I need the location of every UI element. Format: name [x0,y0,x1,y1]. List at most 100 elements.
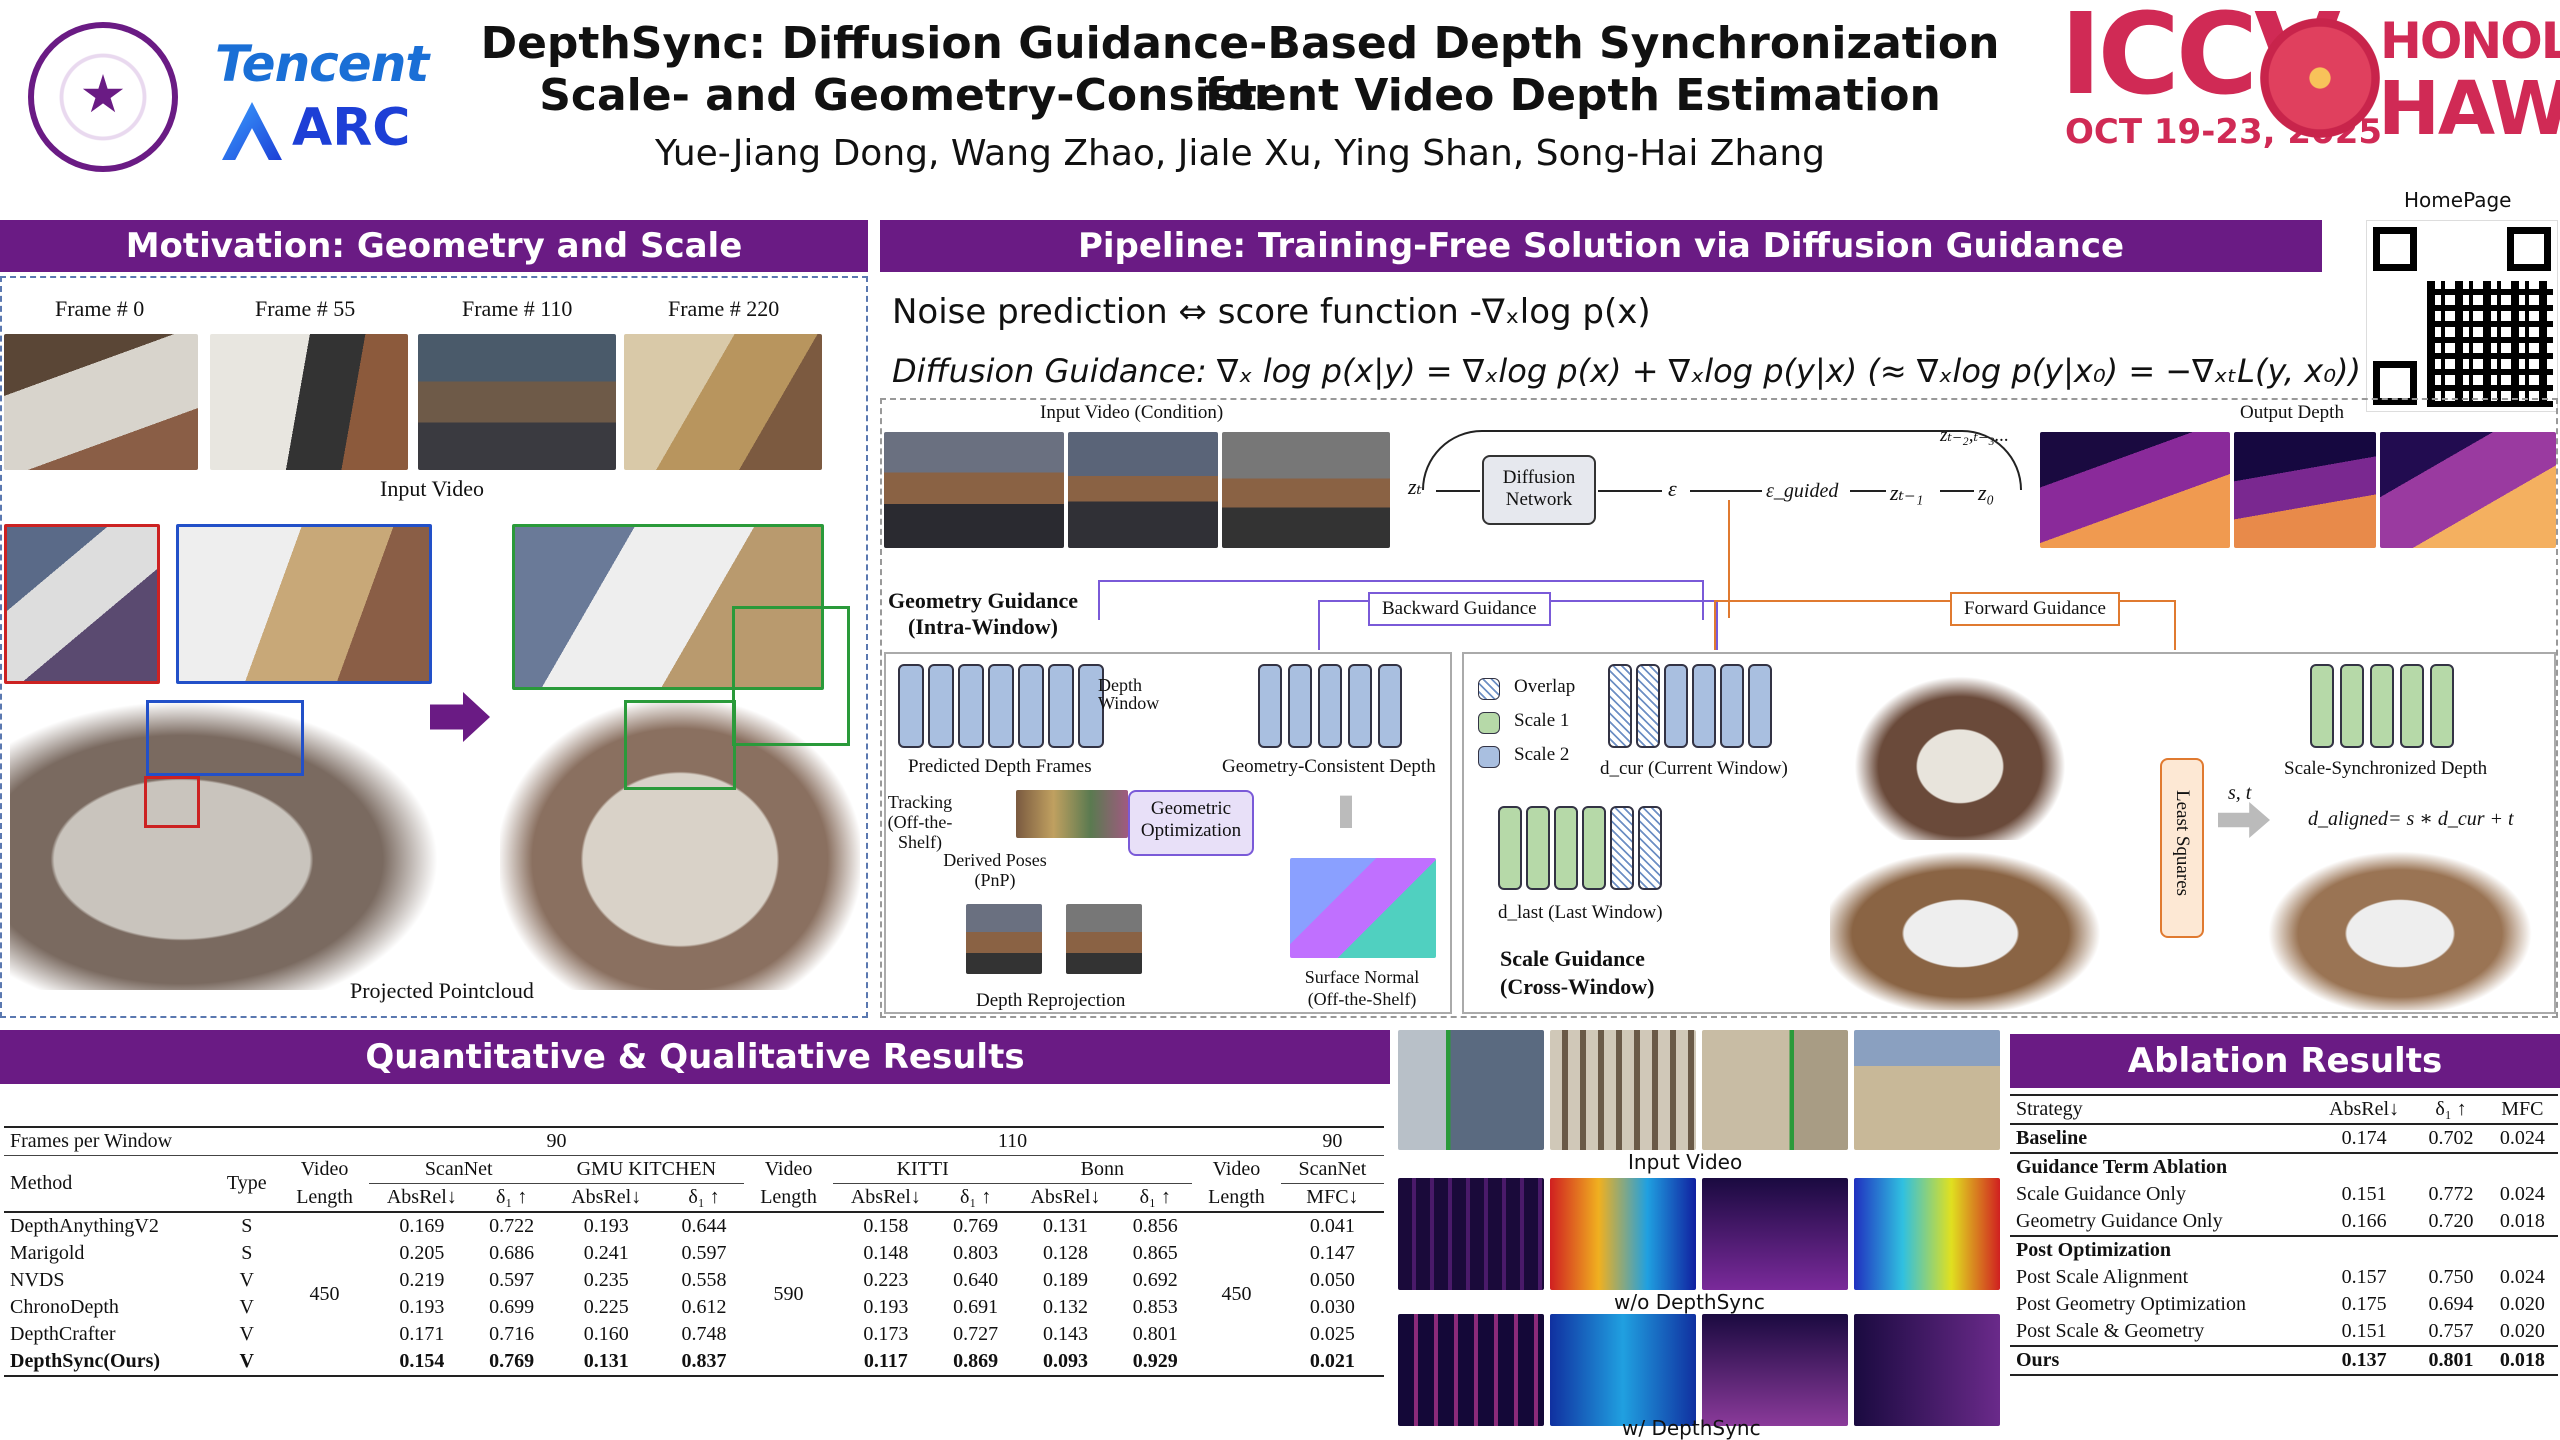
scannet2-header: ScanNet [1280,1155,1384,1184]
qual-w-1 [1398,1314,1544,1426]
homepage-label: HomePage [2404,188,2512,212]
condition-frame-1 [884,432,1064,548]
scale1-legend: Scale 1 [1514,710,1570,731]
abl-absrel-header: AbsRel↓ [2329,1098,2400,1120]
fpw-90b: 90 [1322,1130,1343,1152]
output-depth-2 [2234,432,2376,548]
baseline-row: Baseline 0.174 0.702 0.024 [2010,1124,2558,1153]
scale-pointcloud-current [1840,664,2080,850]
geometry-panel [884,652,1452,1014]
flow-arrow-3 [1690,490,1762,492]
length-590: 590 [773,1282,804,1305]
flow-arrow-1 [1436,490,1480,492]
abl-delta-header: δ₁ ↑ [2435,1098,2467,1120]
input-video-condition-label: Input Video (Condition) [1040,402,1224,423]
zoom-crop-red [4,524,160,684]
poster-title-line2: Scale- and Geometry-Consistent Video Dep… [539,70,1941,121]
qual-input-1 [1398,1030,1544,1150]
frame-label-55: Frame # 55 [255,296,356,321]
output-depth-3 [2380,432,2556,548]
motivation-panel [0,276,868,1018]
gmu-delta: δ₁ ↑ [688,1186,720,1208]
scale-synced-label: Scale-Synchronized Depth [2284,758,2488,779]
eq-diffusion-guidance: Diffusion Guidance: ∇ₓ log p(x|y) = ∇ₓlo… [892,352,2361,390]
fpw-header: Frames per Window [10,1130,173,1152]
length-450: 450 [309,1282,340,1305]
scale-pointcloud-last [1830,840,2120,1010]
forward-orange-line [1714,600,2176,650]
condition-frame-2 [1068,432,1218,548]
homepage-qr-code[interactable] [2366,220,2558,412]
frame-label-220: Frame # 220 [668,296,780,321]
ours-row: Ours 0.137 0.801 0.018 [2010,1346,2558,1375]
daligned-label: d_aligned= s ∗ d_cur + t [2308,808,2514,830]
qual-input-4 [1854,1030,2000,1150]
arc-logo: ARC [292,98,411,158]
tencent-logo: Tencent [215,35,429,93]
bonn-absrel: AbsRel↓ [1030,1186,1101,1208]
input-frame-55 [210,334,408,470]
bonn-delta: δ₁ ↑ [1139,1186,1171,1208]
fpw-110: 110 [997,1130,1028,1152]
scale-guidance-title: Scale Guidance [1500,946,1645,971]
authors: Yue-Jiang Dong, Wang Zhao, Jiale Xu, Yin… [654,133,1826,174]
forward-orange-line-2 [1728,500,1730,618]
fpw-90: 90 [546,1130,567,1152]
ablation-table: Strategy AbsRel↓ δ₁ ↑ MFC Baseline 0.174… [2010,1094,2558,1376]
output-depth-label: Output Depth [2240,402,2344,423]
green-box-2 [732,606,850,746]
bonn-header: Bonn [1012,1155,1193,1184]
qual-input-2 [1550,1030,1696,1150]
arc-logo-icon [222,102,282,160]
scale1-legend-swatch [1478,712,1500,734]
table-row: Marigold S 0.205 0.686 0.241 0.597 0.148 0.80… [10,1242,1355,1264]
pipeline-header: Pipeline: Training-Free Solution via Dif… [880,220,2322,272]
zoom-crop-blue [176,524,432,684]
green-box-1 [624,700,736,790]
tsinghua-logo [28,22,178,172]
section-post-optimization: Post Optimization [2016,1239,2171,1261]
qual-w-3 [1702,1314,1848,1426]
video-header-2: Video [764,1158,813,1181]
scale-synced-pointcloud [2250,840,2550,1010]
section-guidance-ablation: Guidance Term Ablation [2016,1156,2228,1178]
tracking-label: Tracking (Off-the-Shelf) [887,792,953,852]
least-squares-label: Least Squares [2172,789,2193,897]
scale-synced-window [2310,664,2490,750]
scannet-header: ScanNet [368,1155,549,1184]
poster-title-line1: DepthSync: Diffusion Guidance-Based Dept… [480,18,2000,120]
zt-label: zₜ [1408,474,1422,499]
geo-output-arrow-icon [1340,795,1352,828]
qual-wo-1 [1398,1178,1544,1290]
pipeline-diagram-frame [880,398,2558,1018]
least-squares-block [2160,758,2204,938]
table-row: Post Scale & Geometry 0.151 0.757 0.020 [2010,1318,2558,1346]
length-header-2: Length [760,1185,817,1208]
eq-noise-prediction: Noise prediction ⇔ score function -∇ₓlog… [892,292,1651,332]
dlast-label: d_last (Last Window) [1498,902,1663,923]
depth-window [898,664,1170,750]
overlap-legend-swatch [1478,678,1500,700]
results-header: Quantitative & Qualitative Results [0,1030,1390,1084]
qual-wo-3 [1702,1178,1848,1290]
table-row-ours: DepthSync(Ours) V 0.154 0.769 0.131 0.837 0.… [4,1348,1384,1376]
flow-arrow-5 [1940,490,1974,492]
qual-wo-2 [1550,1178,1696,1290]
scale2-legend: Scale 2 [1514,744,1570,765]
frame-label-110: Frame # 110 [462,296,573,321]
overlap-legend: Overlap [1514,676,1576,697]
length-header-3: Length [1208,1185,1265,1208]
qual-w-4 [1854,1314,2000,1426]
scale2-legend-swatch [1478,746,1500,768]
pointcloud-before [10,700,440,990]
last-window [1498,806,1678,892]
honolulu-text: HONOLULU [2380,12,2560,70]
reprojection-frame-1 [966,904,1042,974]
forward-guidance-label: Forward Guidance [1950,592,2120,626]
input-frame-110 [418,334,616,470]
kitti-absrel: AbsRel↓ [850,1186,921,1208]
blue-box [146,700,304,776]
geometry-guidance-title: Geometry Guidance [888,588,1079,613]
strategy-header: Strategy [2016,1098,2083,1120]
abl-mfc-header: MFC [2501,1098,2544,1120]
